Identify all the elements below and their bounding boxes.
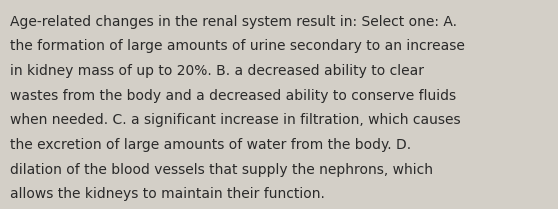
Text: in kidney mass of up to 20%. B. a decreased ability to clear: in kidney mass of up to 20%. B. a decrea… (10, 64, 424, 78)
Text: the excretion of large amounts of water from the body. D.: the excretion of large amounts of water … (10, 138, 411, 152)
Text: dilation of the blood vessels that supply the nephrons, which: dilation of the blood vessels that suppl… (10, 163, 433, 177)
Text: Age-related changes in the renal system result in: Select one: A.: Age-related changes in the renal system … (10, 15, 457, 29)
Text: wastes from the body and a decreased ability to conserve fluids: wastes from the body and a decreased abi… (10, 89, 456, 103)
Text: when needed. C. a significant increase in filtration, which causes: when needed. C. a significant increase i… (10, 113, 461, 127)
Text: the formation of large amounts of urine secondary to an increase: the formation of large amounts of urine … (10, 39, 465, 53)
Text: allows the kidneys to maintain their function.: allows the kidneys to maintain their fun… (10, 187, 325, 201)
